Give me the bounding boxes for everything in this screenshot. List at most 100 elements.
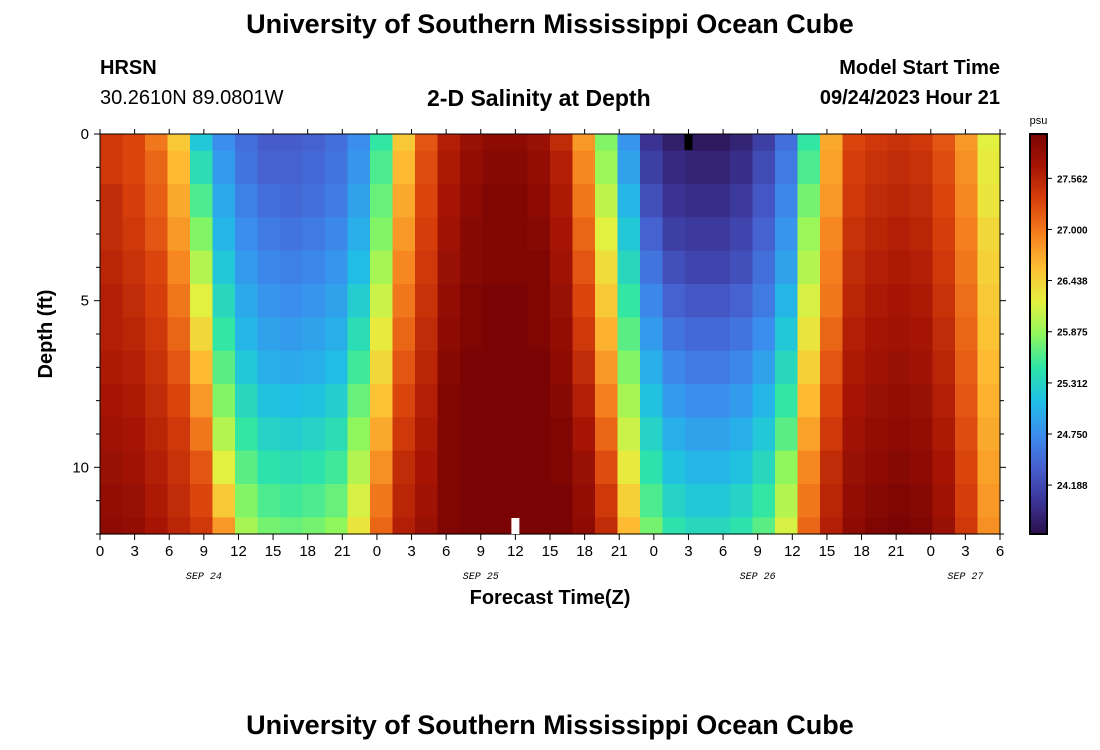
heatmap-cell — [595, 484, 619, 518]
heatmap-cell — [347, 484, 371, 518]
heatmap-cell — [370, 250, 394, 285]
heatmap-cell — [190, 134, 214, 152]
heatmap-cell — [370, 450, 394, 485]
heatmap-cell — [640, 350, 664, 385]
heatmap-cell — [347, 250, 371, 285]
heatmap-cell — [167, 134, 191, 152]
heatmap-cell — [505, 150, 529, 185]
x-tick-label: 6 — [719, 543, 727, 560]
heatmap-cell — [955, 150, 979, 185]
heatmap-cell — [415, 217, 439, 252]
heatmap-cell — [527, 217, 551, 252]
heatmap-cell — [190, 450, 214, 485]
heatmap-cell — [145, 250, 169, 285]
heatmap-cell — [347, 450, 371, 485]
heatmap-cell — [977, 317, 1001, 352]
date-label: SEP 26 — [740, 572, 776, 583]
heatmap-cell — [730, 317, 754, 352]
heatmap-cell — [842, 184, 866, 218]
heatmap-cell — [257, 284, 281, 318]
heatmap-cell — [302, 517, 326, 535]
heatmap-cell — [887, 217, 911, 252]
heatmap-cell — [235, 134, 259, 152]
heatmap-cell — [932, 484, 956, 518]
heatmap-cell — [122, 317, 146, 352]
heatmap-cell — [820, 184, 844, 218]
heatmap-cell — [955, 350, 979, 385]
heatmap-cell — [235, 317, 259, 352]
heatmap-cell — [347, 350, 371, 385]
heatmap-cell — [460, 484, 484, 518]
heatmap-cell — [640, 150, 664, 185]
heatmap-cell — [910, 484, 934, 518]
heatmap-cell — [392, 517, 416, 535]
chart-title: 2-D Salinity at Depth — [427, 85, 651, 111]
heatmap-cell — [932, 317, 956, 352]
heatmap-cell — [370, 484, 394, 518]
heatmap-cell — [685, 417, 709, 452]
heatmap-cell — [505, 284, 529, 318]
heatmap-cell — [865, 150, 889, 185]
heatmap-cell — [752, 484, 776, 518]
heatmap-cell — [572, 150, 596, 185]
heatmap-cell — [932, 284, 956, 318]
heatmap-cell — [595, 384, 619, 418]
heatmap-cell — [257, 350, 281, 385]
heatmap-cell — [797, 150, 821, 185]
heatmap-cell — [730, 150, 754, 185]
x-tick-label: 6 — [165, 543, 173, 560]
heatmap-cell — [460, 134, 484, 152]
heatmap-cell — [482, 317, 506, 352]
heatmap-cell — [437, 384, 461, 418]
heatmap-cell — [887, 350, 911, 385]
heatmap-cell — [685, 450, 709, 485]
heatmap-cell — [167, 350, 191, 385]
heatmap-cell — [280, 284, 304, 318]
heatmap-cell — [550, 317, 574, 352]
x-tick-label: 0 — [373, 543, 381, 560]
heatmap-cell — [797, 250, 821, 285]
heatmap-cell — [955, 417, 979, 452]
x-tick-label: 18 — [576, 543, 593, 560]
heatmap-cell — [302, 217, 326, 252]
heatmap-cell — [887, 484, 911, 518]
heatmap-cell — [325, 217, 349, 252]
heatmap-cell — [910, 384, 934, 418]
heatmap-cell — [392, 317, 416, 352]
heatmap-cell — [527, 184, 551, 218]
heatmap-cell — [752, 517, 776, 535]
heatmap-cell — [280, 317, 304, 352]
heatmap-cell — [775, 250, 799, 285]
heatmap-cell — [527, 150, 551, 185]
heatmap-cell — [662, 184, 686, 218]
heatmap-cell — [302, 450, 326, 485]
heatmap-cell — [145, 184, 169, 218]
heatmap-cell — [775, 134, 799, 152]
heatmap-cell — [910, 284, 934, 318]
heatmap-cell — [572, 284, 596, 318]
heatmap-cell — [595, 184, 619, 218]
heatmap-cell — [212, 484, 236, 518]
heatmap-cell — [550, 217, 574, 252]
heatmap-cell — [460, 450, 484, 485]
heatmap-cell — [167, 417, 191, 452]
heatmap-cell — [775, 450, 799, 485]
heatmap-cell — [932, 184, 956, 218]
heatmap-cell — [932, 417, 956, 452]
colorbar-tick-label: 24.750 — [1057, 430, 1088, 441]
heatmap-cell — [527, 250, 551, 285]
heatmap-cell — [550, 484, 574, 518]
heatmap-cell — [640, 134, 664, 152]
heatmap-cell — [437, 150, 461, 185]
heatmap-cell — [325, 417, 349, 452]
x-tick-label: 12 — [784, 543, 801, 560]
heatmap-cell — [842, 317, 866, 352]
heatmap-cell — [302, 150, 326, 185]
heatmap-cell — [977, 484, 1001, 518]
heatmap-cell — [100, 317, 124, 352]
heatmap-cell — [617, 150, 641, 185]
heatmap-cell — [370, 417, 394, 452]
heatmap-cell — [617, 450, 641, 485]
heatmap-cell — [550, 150, 574, 185]
